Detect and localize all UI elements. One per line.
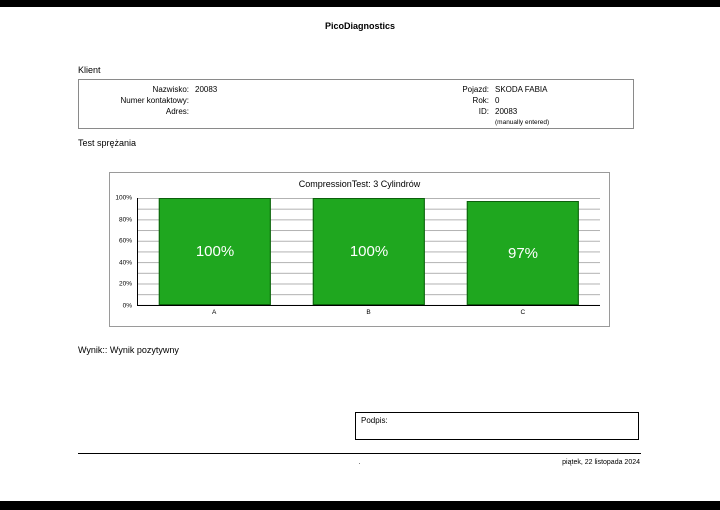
footer-separator: . <box>358 459 361 466</box>
bar-value-label: 100% <box>195 243 235 260</box>
x-tick: B <box>366 309 371 316</box>
app-title: PicoDiagnostics <box>324 21 396 31</box>
field-label: Adres: <box>165 107 189 116</box>
client-field-nazwisko: Nazwisko: 20083 <box>85 84 218 95</box>
compression-bar-b: 100% <box>312 198 426 305</box>
compression-bar-a: 100% <box>158 198 272 305</box>
bar-slot-c: 97% <box>446 198 600 305</box>
field-value: 20083 <box>495 107 518 116</box>
field-label: Nazwisko: <box>152 85 189 94</box>
bar-slot-b: 100% <box>292 198 446 305</box>
footer-date: piątek, 22 listopada 2024 <box>562 459 640 466</box>
chart-bars: 100% 100% 97% <box>138 198 600 305</box>
compression-section-title: Test sprężania <box>78 138 137 148</box>
top-border-bar <box>0 0 720 7</box>
client-section-title: Klient <box>78 65 101 75</box>
client-field-id: ID: 20083 <box>374 106 549 117</box>
result-text: Wynik:: Wynik pozytywny <box>78 345 179 355</box>
compression-bar-c: 97% <box>466 201 580 305</box>
field-label: ID: <box>478 107 489 116</box>
client-field-manually-entered: (manually entered) <box>374 117 549 128</box>
chart-y-axis-labels: 100% 80% 60% 40% 20% 0% <box>110 194 135 310</box>
chart-plot-area: 100% 100% 97% <box>137 198 600 306</box>
signature-box: Podpis: <box>355 412 639 440</box>
client-info-right-column: Pojazd: SKODA FABIA Rok: 0 ID: 20083 (ma… <box>374 84 549 128</box>
x-tick: C <box>520 309 526 316</box>
field-value: (manually entered) <box>495 119 550 126</box>
client-info-box: Nazwisko: 20083 Numer kontaktowy: Adres:… <box>78 79 634 129</box>
footer-divider <box>78 453 641 454</box>
y-tick: 20% <box>118 280 132 288</box>
client-field-rok: Rok: 0 <box>374 95 549 106</box>
y-tick: 80% <box>118 216 132 224</box>
client-info-left-column: Nazwisko: 20083 Numer kontaktowy: Adres: <box>85 84 218 117</box>
client-field-numer-kontaktowy: Numer kontaktowy: <box>85 95 217 106</box>
bar-value-label: 97% <box>507 244 539 262</box>
client-field-adres: Adres: <box>85 106 217 117</box>
bottom-border-bar <box>0 501 720 510</box>
y-tick: 60% <box>118 237 132 245</box>
compression-chart: CompressionTest: 3 Cylindrów 100% 80% 60… <box>109 172 610 327</box>
field-value: 20083 <box>195 85 218 94</box>
field-label: Rok: <box>472 96 489 105</box>
field-label <box>374 117 489 128</box>
field-value: 0 <box>495 96 500 105</box>
y-tick: 40% <box>118 259 132 267</box>
chart-x-axis-labels: A B C <box>137 309 600 316</box>
field-label: Pojazd: <box>462 85 489 94</box>
x-tick: A <box>211 309 217 316</box>
bar-value-label: 100% <box>349 243 389 260</box>
chart-title: CompressionTest: 3 Cylindrów <box>298 179 421 189</box>
field-value: SKODA FABIA <box>495 85 548 94</box>
client-field-pojazd: Pojazd: SKODA FABIA <box>374 84 549 95</box>
y-tick: 0% <box>122 302 132 310</box>
bar-slot-a: 100% <box>138 198 292 305</box>
signature-label: Podpis: <box>361 416 388 425</box>
y-tick: 100% <box>115 194 132 202</box>
field-label: Numer kontaktowy: <box>120 96 189 105</box>
